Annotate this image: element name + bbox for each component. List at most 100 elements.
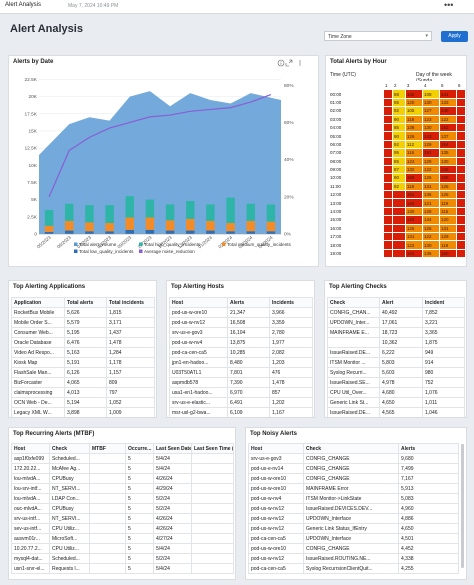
heatmap-cell[interactable] xyxy=(391,223,406,234)
heatmap-cell[interactable]: 95 xyxy=(391,148,406,158)
top-checks-col-header[interactable]: Check xyxy=(327,297,380,308)
heatmap-cell[interactable]: 122 xyxy=(421,164,440,175)
table-row[interactable]: pod-us-e-nv14 CONFIG_CHANGE 7,499 xyxy=(248,463,459,474)
heatmap-cell[interactable]: 128 xyxy=(421,206,440,217)
table-row[interactable]: Oracle Database 6,476 1,478 xyxy=(11,337,155,348)
recurring-col-header[interactable]: Last Seen Time (UTC) xyxy=(191,443,234,454)
table-row[interactable]: Generic Link St... 4,650 1,011 xyxy=(327,397,465,408)
heatmap-cell[interactable] xyxy=(391,206,406,217)
heatmap-cell[interactable]: 154 xyxy=(438,139,458,150)
heatmap-cell[interactable]: 88 xyxy=(391,89,406,99)
table-row[interactable]: srv-us-intf... NT_SERVI... 5 4/26/24 xyxy=(11,513,234,524)
heatmap-cell[interactable] xyxy=(391,215,406,225)
noisy-col-header[interactable]: Host xyxy=(248,443,304,454)
heatmap-cell[interactable] xyxy=(383,106,393,116)
heatmap-cell[interactable]: 129 xyxy=(421,139,440,150)
table-row[interactable]: pod-ca-cen-ca5 Syslog RecurrsionClientQui… xyxy=(248,563,459,574)
heatmap-cell[interactable] xyxy=(383,223,393,234)
heatmap-cell[interactable] xyxy=(456,190,466,200)
heatmap-cell[interactable] xyxy=(456,106,466,116)
heatmap-cell[interactable]: 141 xyxy=(404,248,423,259)
heatmap-cell[interactable]: 136 xyxy=(421,190,440,200)
heatmap-cell[interactable]: 142 xyxy=(404,198,423,208)
top-apps-col-header[interactable]: Application xyxy=(11,297,65,308)
heatmap-cell[interactable]: 116 xyxy=(404,148,423,158)
heatmap-cell[interactable]: 85 xyxy=(391,122,406,133)
table-row[interactable]: sev-us-intf... CPU Utiliz... 5 4/26/24 xyxy=(11,523,234,534)
heatmap-cell[interactable] xyxy=(456,156,466,166)
heatmap-cell[interactable]: 131 xyxy=(438,223,458,234)
heatmap-cell[interactable] xyxy=(456,173,466,183)
table-row[interactable]: IssueRaised.DE... 4,565 1,046 xyxy=(327,407,465,417)
table-row[interactable]: OCN Web - De... 5,194 1,052 xyxy=(11,397,155,408)
heatmap-cell[interactable] xyxy=(456,240,466,250)
table-row[interactable]: lou-mlvdA... LDAP Con... 5 5/2/24 xyxy=(11,493,234,504)
heatmap-cell[interactable] xyxy=(456,206,466,217)
table-row[interactable]: aspmdb578 7,390 1,478 xyxy=(169,377,313,388)
table-row[interactable]: Mobile Order S... 5,579 3,171 xyxy=(11,317,155,328)
heatmap-cell[interactable] xyxy=(383,156,393,166)
heatmap-cell[interactable]: 132 xyxy=(404,164,423,175)
heatmap-cell[interactable] xyxy=(456,164,466,175)
heatmap-cell[interactable]: 118 xyxy=(404,114,423,124)
table-row[interactable]: pod-us-w-ore10 21,347 3,966 xyxy=(169,307,313,318)
heatmap-cell[interactable]: 159 xyxy=(404,173,423,183)
heatmap-cell[interactable] xyxy=(383,148,393,158)
table-row[interactable]: msr-usl-g2-bwa... 6,109 1,167 xyxy=(169,407,313,417)
top-hosts-col-header[interactable]: Host xyxy=(169,297,228,308)
table-row[interactable]: U03T50ATL1 7,801 476 xyxy=(169,367,313,378)
table-row[interactable]: pod-us-w-ore10 CONFIG_CHANGE 4,452 xyxy=(248,543,459,554)
table-row[interactable]: srv-us-e-gov3 16,104 2,780 xyxy=(169,327,313,338)
heatmap-cell[interactable]: 125 xyxy=(421,223,440,234)
heatmap-cell[interactable]: 150 xyxy=(438,248,458,259)
heatmap-cell[interactable]: 120 xyxy=(438,215,458,225)
recurring-col-header[interactable]: Check xyxy=(49,443,90,454)
table-row[interactable]: mysql4-dat... Scheduled... 5 5/2/24 xyxy=(11,553,234,564)
table-row[interactable]: pod-us-w-nv12 IssueRaised.DEVICES.DEV... 4… xyxy=(248,503,459,514)
heatmap-cell[interactable]: 127 xyxy=(421,106,440,116)
heatmap-cell[interactable]: 105 xyxy=(404,106,423,116)
heatmap-cell[interactable]: 95 xyxy=(391,97,406,108)
table-row[interactable]: Syslog Recurri... 5,603 980 xyxy=(327,367,465,378)
heatmap-cell[interactable] xyxy=(456,114,466,124)
heatmap-cell[interactable] xyxy=(383,206,393,217)
table-row[interactable]: srv-us-e-elastic... 6,491 1,202 xyxy=(169,397,313,408)
noisy-col-header[interactable]: Check xyxy=(303,443,399,454)
table-row[interactable]: pod-ca-cen-ca5 10,285 2,082 xyxy=(169,347,313,358)
heatmap-cell[interactable]: 112 xyxy=(404,139,423,150)
heatmap-cell[interactable]: 142 xyxy=(404,89,423,99)
heatmap-cell[interactable] xyxy=(456,89,466,99)
table-row[interactable]: UPDOWN_Inter... 17,061 3,221 xyxy=(327,317,465,328)
table-row[interactable]: pod-us-w-nv4 ITSM Monitor->LinkState 5,083 xyxy=(248,493,459,504)
table-row[interactable]: CPU Util_Over... 4,680 1,076 xyxy=(327,387,465,398)
heatmap-cell[interactable]: 90 xyxy=(391,114,406,124)
heatmap-cell[interactable]: 125 xyxy=(438,181,458,192)
heatmap-cell[interactable]: 122 xyxy=(438,114,458,124)
table-row[interactable]: Video Ad Respo... 5,163 1,284 xyxy=(11,347,155,358)
table-row[interactable]: pod-us-w-nv12 UPDOWN_Interface 4,886 xyxy=(248,513,459,524)
table-row[interactable]: CONFIG_CHAN... 40,492 7,852 xyxy=(327,307,465,318)
heatmap-cell[interactable]: 125 xyxy=(438,190,458,200)
heatmap-cell[interactable]: 92 xyxy=(391,106,406,116)
heatmap-cell[interactable] xyxy=(383,164,393,175)
heatmap-cell[interactable] xyxy=(383,190,393,200)
heatmap-cell[interactable]: 126 xyxy=(404,223,423,234)
heatmap-cell[interactable] xyxy=(383,122,393,133)
heatmap-cell[interactable] xyxy=(383,97,393,108)
heatmap-cell[interactable]: 130 xyxy=(421,122,440,133)
heatmap-cell[interactable]: 92 xyxy=(391,181,406,192)
heatmap-cell[interactable]: 131 xyxy=(421,181,440,192)
heatmap-cell[interactable]: 140 xyxy=(438,106,458,116)
apply-button[interactable]: Apply xyxy=(441,31,468,42)
table-row[interactable]: pod-us-w-ore10 MAINFRAME Error 5,913 xyxy=(248,483,459,494)
heatmap-cell[interactable]: 123 xyxy=(421,114,440,124)
table-row[interactable]: RocketBus Mobile 5,626 1,815 xyxy=(11,307,155,318)
recurring-col-header[interactable]: Host xyxy=(11,443,50,454)
heatmap-cell[interactable]: 131 xyxy=(404,232,423,242)
noisy-col-header[interactable]: Alerts xyxy=(398,443,459,454)
heatmap-cell[interactable] xyxy=(456,131,466,141)
heatmap-cell[interactable] xyxy=(383,181,393,192)
heatmap-cell[interactable]: 151 xyxy=(404,190,423,200)
heatmap-cell[interactable] xyxy=(383,139,393,150)
recurring-col-header[interactable]: MTBF xyxy=(89,443,126,454)
